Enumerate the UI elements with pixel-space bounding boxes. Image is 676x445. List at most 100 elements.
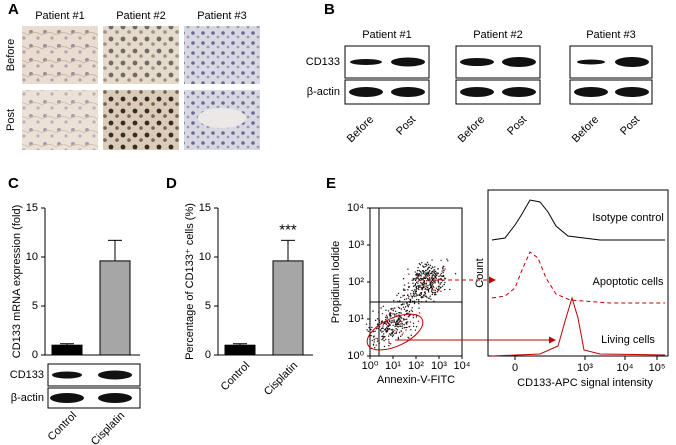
event-dot	[399, 300, 401, 302]
event-dot	[392, 313, 394, 315]
panel-label: A	[8, 1, 19, 18]
event-dot	[400, 323, 402, 325]
event-dot	[425, 295, 428, 297]
event-dot	[426, 296, 428, 299]
event-dot	[417, 273, 419, 275]
event-dot	[406, 302, 408, 305]
x-axis-label: Annexin-V-FITC	[377, 374, 455, 386]
event-dot	[384, 316, 387, 319]
event-dot	[406, 309, 409, 312]
event-dot	[373, 341, 375, 343]
event-dot	[440, 281, 442, 284]
x-tick-label: 10³	[577, 362, 593, 374]
column-label: Patient #3	[586, 29, 636, 41]
event-dot	[397, 292, 400, 295]
event-dot	[423, 277, 425, 280]
y-tick-label: 10⁴	[347, 202, 364, 214]
event-dot	[381, 313, 384, 315]
column-label: Patient #2	[116, 10, 166, 22]
event-dot	[429, 284, 432, 286]
event-dot	[386, 329, 389, 331]
event-dot	[443, 283, 445, 286]
event-dot	[400, 312, 402, 314]
event-dot	[400, 303, 403, 306]
event-dot	[376, 340, 379, 342]
event-dot	[411, 279, 413, 281]
event-dot	[412, 282, 414, 284]
event-dot	[396, 320, 398, 323]
event-dot	[439, 283, 441, 285]
event-dot	[399, 320, 401, 323]
event-dot	[418, 275, 420, 277]
event-dot	[403, 327, 406, 329]
event-dot	[388, 338, 390, 341]
event-dot	[403, 288, 405, 290]
event-dot	[418, 312, 421, 314]
y-tick-label: 10¹	[348, 313, 364, 325]
y-tick-label: 15	[199, 202, 211, 214]
event-dot	[408, 295, 410, 298]
x-tick-label: Cisplatin	[262, 360, 300, 398]
column-label: Patient #1	[362, 29, 412, 41]
event-dot	[425, 300, 427, 302]
event-dot	[418, 307, 420, 309]
event-dot	[387, 335, 390, 337]
y-tick-label: 0	[205, 349, 211, 361]
event-dot	[405, 310, 407, 313]
event-dot	[454, 273, 457, 275]
event-dot	[429, 264, 431, 267]
event-dot	[403, 308, 406, 311]
event-dot	[427, 289, 430, 292]
event-dot	[415, 287, 418, 289]
event-dot	[372, 336, 375, 338]
event-dot	[418, 286, 420, 289]
event-dot	[403, 294, 406, 297]
event-dot	[425, 274, 427, 276]
row-label: CD133	[10, 369, 44, 381]
event-dot	[393, 321, 395, 323]
event-dot	[388, 342, 390, 344]
event-dot	[407, 321, 409, 323]
event-dot	[400, 316, 402, 318]
x-tick-label: 10¹	[385, 360, 401, 372]
event-dot	[433, 292, 436, 294]
event-dot	[392, 331, 394, 334]
x-tick-label: Control	[46, 410, 80, 444]
event-dot	[437, 280, 439, 283]
event-dot	[438, 287, 440, 289]
event-dot	[391, 335, 394, 338]
event-dot	[428, 287, 431, 290]
y-tick-label: 5	[32, 300, 38, 312]
event-dot	[413, 278, 415, 280]
event-dot	[403, 303, 405, 305]
event-dot	[400, 308, 403, 310]
event-dot	[410, 334, 413, 337]
event-dot	[414, 284, 417, 286]
panel-label: B	[324, 1, 335, 18]
event-dot	[444, 268, 446, 270]
event-dot	[433, 277, 435, 280]
x-tick-label: 10⁵	[649, 362, 666, 374]
event-dot	[432, 282, 434, 285]
curve-label: Apoptotic cells	[593, 276, 664, 288]
event-dot	[440, 275, 443, 277]
event-dot	[432, 273, 434, 276]
event-dot	[412, 322, 415, 325]
ihc-images	[22, 26, 260, 150]
event-dot	[401, 323, 403, 325]
event-dot	[391, 320, 393, 322]
event-dot	[414, 292, 416, 294]
event-dot	[415, 277, 417, 279]
event-dot	[423, 276, 425, 278]
event-dot	[415, 289, 417, 291]
event-dot	[431, 284, 434, 286]
y-tick-label: 5	[205, 300, 211, 312]
event-dot	[431, 287, 433, 289]
event-dot	[406, 326, 408, 329]
event-dot	[431, 279, 434, 281]
event-dot	[383, 339, 385, 342]
event-dot	[429, 281, 431, 284]
event-dot	[417, 266, 419, 269]
event-dot	[421, 284, 423, 286]
western-blots	[344, 45, 653, 105]
